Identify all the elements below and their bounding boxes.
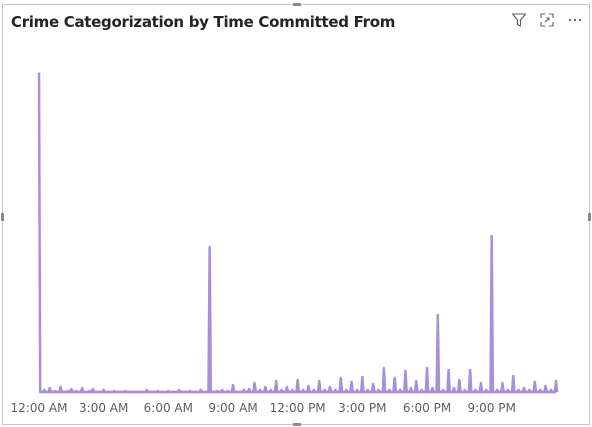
data-point[interactable] [539, 389, 541, 391]
data-point[interactable] [253, 382, 256, 384]
data-point[interactable] [59, 386, 62, 388]
data-point[interactable] [420, 389, 423, 391]
data-point[interactable] [496, 389, 498, 391]
data-point[interactable] [286, 386, 288, 388]
data-point[interactable] [544, 385, 547, 387]
data-point[interactable] [356, 389, 358, 391]
data-point[interactable] [323, 389, 326, 391]
x-axis-tick-labels: 12:00 AM 3:00 AM 6:00 AM 9:00 AM 12:00 PM 3:0… [11, 401, 516, 415]
data-point[interactable] [458, 379, 461, 381]
chart-visual[interactable]: Crime Categorization by Time Committed F… [1, 3, 591, 426]
data-point[interactable] [453, 387, 455, 389]
data-point[interactable] [366, 389, 369, 391]
data-point[interactable] [523, 387, 525, 389]
data-point[interactable] [426, 367, 428, 369]
focus-mode-icon[interactable] [537, 11, 557, 29]
data-point[interactable] [469, 369, 471, 371]
data-point[interactable] [269, 389, 272, 391]
data-point[interactable] [248, 388, 250, 390]
data-point[interactable] [313, 389, 315, 391]
resize-handle-right[interactable] [588, 213, 591, 221]
x-tick-label: 9:00 AM [208, 401, 257, 415]
data-point[interactable] [512, 375, 515, 377]
data-point[interactable] [350, 381, 353, 383]
x-tick-label: 9:00 PM [468, 401, 516, 415]
data-point[interactable] [490, 235, 493, 237]
data-point[interactable] [431, 387, 434, 389]
data-point[interactable] [534, 381, 536, 383]
data-point[interactable] [259, 389, 261, 391]
data-point[interactable] [393, 377, 396, 379]
data-point[interactable] [383, 367, 385, 369]
data-point[interactable] [275, 380, 277, 382]
data-point[interactable] [199, 389, 202, 391]
data-point[interactable] [329, 386, 331, 388]
resize-handle-bottom[interactable] [293, 423, 301, 426]
x-tick-label: 3:00 AM [79, 401, 128, 415]
resize-handle-left[interactable] [1, 213, 4, 221]
data-point[interactable] [242, 389, 245, 391]
series-line[interactable] [37, 72, 559, 394]
data-point[interactable] [555, 380, 557, 382]
x-tick-label: 12:00 PM [270, 401, 326, 415]
data-point[interactable] [296, 379, 299, 381]
data-point[interactable] [447, 369, 450, 371]
data-point[interactable] [291, 389, 294, 391]
series-line-layer [37, 72, 559, 394]
data-point[interactable] [43, 389, 46, 391]
data-point[interactable] [361, 376, 364, 378]
data-point[interactable] [339, 377, 342, 379]
data-point[interactable] [302, 389, 304, 391]
chart-title: Crime Categorization by Time Committed F… [11, 13, 396, 31]
data-point[interactable] [48, 387, 51, 389]
data-point[interactable] [388, 389, 391, 391]
data-point[interactable] [474, 389, 477, 391]
data-point[interactable] [92, 388, 94, 390]
data-point[interactable] [221, 389, 224, 391]
data-point[interactable] [415, 380, 418, 382]
data-point[interactable] [550, 389, 552, 391]
data-point[interactable] [528, 389, 531, 391]
x-tick-label: 6:00 AM [144, 401, 193, 415]
line-chart[interactable]: 12:00 AM 3:00 AM 6:00 AM 9:00 AM 12:00 PM 3:0… [3, 5, 589, 424]
data-point[interactable] [264, 386, 267, 388]
data-point[interactable] [480, 382, 482, 384]
data-point[interactable] [372, 383, 374, 385]
x-tick-label: 12:00 AM [11, 401, 68, 415]
data-point[interactable] [307, 385, 310, 387]
data-point[interactable] [399, 389, 401, 391]
data-point[interactable] [404, 370, 407, 372]
data-point[interactable] [442, 389, 444, 391]
x-tick-label: 6:00 PM [403, 401, 451, 415]
data-point[interactable] [145, 389, 148, 391]
data-point[interactable] [102, 389, 105, 391]
more-options-icon-glyph [568, 18, 582, 22]
data-point[interactable] [345, 389, 347, 391]
data-point[interactable] [334, 389, 337, 391]
data-point[interactable] [38, 72, 40, 74]
data-point[interactable] [517, 389, 520, 391]
data-point[interactable] [507, 389, 509, 391]
data-point[interactable] [318, 380, 321, 382]
data-point[interactable] [70, 388, 73, 390]
data-point[interactable] [81, 387, 83, 389]
data-point[interactable] [485, 389, 488, 391]
focus-mode-icon-glyph [540, 13, 554, 27]
data-point[interactable] [178, 389, 180, 391]
data-point[interactable] [280, 389, 283, 391]
data-point[interactable] [208, 246, 211, 248]
data-point[interactable] [232, 384, 234, 386]
x-tick-label: 3:00 PM [338, 401, 386, 415]
data-point[interactable] [437, 314, 439, 316]
filter-icon[interactable] [509, 11, 529, 29]
data-point[interactable] [463, 389, 466, 391]
data-point[interactable] [377, 389, 380, 391]
data-point[interactable] [501, 382, 504, 384]
filter-icon-glyph [511, 13, 527, 27]
more-options-icon[interactable] [565, 11, 585, 29]
resize-handle-top[interactable] [293, 3, 301, 6]
data-point[interactable] [410, 387, 412, 389]
